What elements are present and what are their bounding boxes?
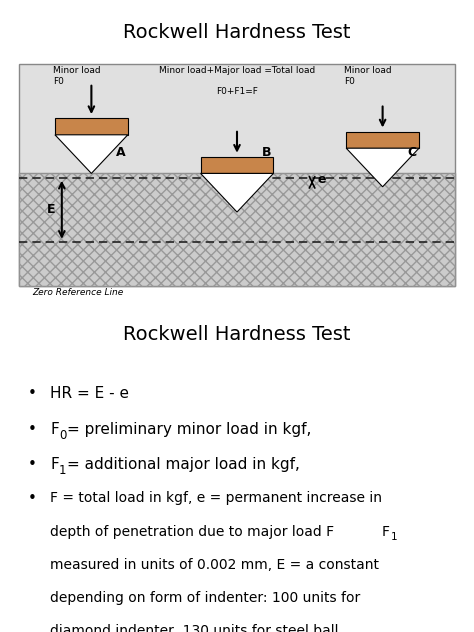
- Bar: [18, 64, 456, 286]
- Text: = preliminary minor load in kgf,: = preliminary minor load in kgf,: [67, 422, 311, 437]
- Text: depth of penetration due to major load F: depth of penetration due to major load F: [50, 525, 335, 538]
- Text: Minor load
F0: Minor load F0: [53, 66, 100, 86]
- Bar: [18, 173, 456, 286]
- Text: F: F: [382, 525, 390, 538]
- Text: measured in units of 0.002 mm, E = a constant: measured in units of 0.002 mm, E = a con…: [50, 557, 379, 572]
- Text: •: •: [27, 386, 36, 401]
- Text: = additional major load in kgf,: = additional major load in kgf,: [67, 456, 300, 471]
- Polygon shape: [55, 135, 128, 173]
- Text: Rockwell Hardness Test: Rockwell Hardness Test: [123, 325, 351, 344]
- Text: Zero Reference Line: Zero Reference Line: [32, 288, 124, 297]
- Text: F0+F1=F: F0+F1=F: [216, 87, 258, 96]
- Text: •: •: [27, 492, 36, 506]
- Text: depending on form of indenter: 100 units for: depending on form of indenter: 100 units…: [50, 591, 361, 605]
- Text: F: F: [50, 456, 59, 471]
- Text: diamond indenter, 130 units for steel ball: diamond indenter, 130 units for steel ba…: [50, 624, 339, 632]
- Text: F = total load in kgf, e = permanent increase in: F = total load in kgf, e = permanent inc…: [50, 492, 383, 506]
- Text: 1: 1: [391, 532, 397, 542]
- Bar: [346, 132, 419, 148]
- Text: A: A: [117, 146, 126, 159]
- Bar: [55, 118, 128, 135]
- Text: HR = E - e: HR = E - e: [50, 386, 129, 401]
- Polygon shape: [201, 173, 273, 212]
- Text: B: B: [262, 146, 272, 159]
- Text: e: e: [318, 173, 326, 186]
- Text: F: F: [50, 422, 59, 437]
- Text: Rockwell Hardness Test: Rockwell Hardness Test: [123, 23, 351, 42]
- Text: Minor load+Major load =Total load: Minor load+Major load =Total load: [159, 66, 315, 75]
- Text: •: •: [27, 422, 36, 437]
- Polygon shape: [346, 148, 419, 187]
- Text: C: C: [408, 146, 417, 159]
- Text: E: E: [46, 204, 55, 216]
- Bar: [18, 173, 456, 286]
- Bar: [201, 157, 273, 173]
- Text: 1: 1: [59, 464, 66, 477]
- Text: •: •: [27, 456, 36, 471]
- Text: Minor load
F0: Minor load F0: [344, 66, 392, 86]
- Text: 0: 0: [59, 428, 66, 442]
